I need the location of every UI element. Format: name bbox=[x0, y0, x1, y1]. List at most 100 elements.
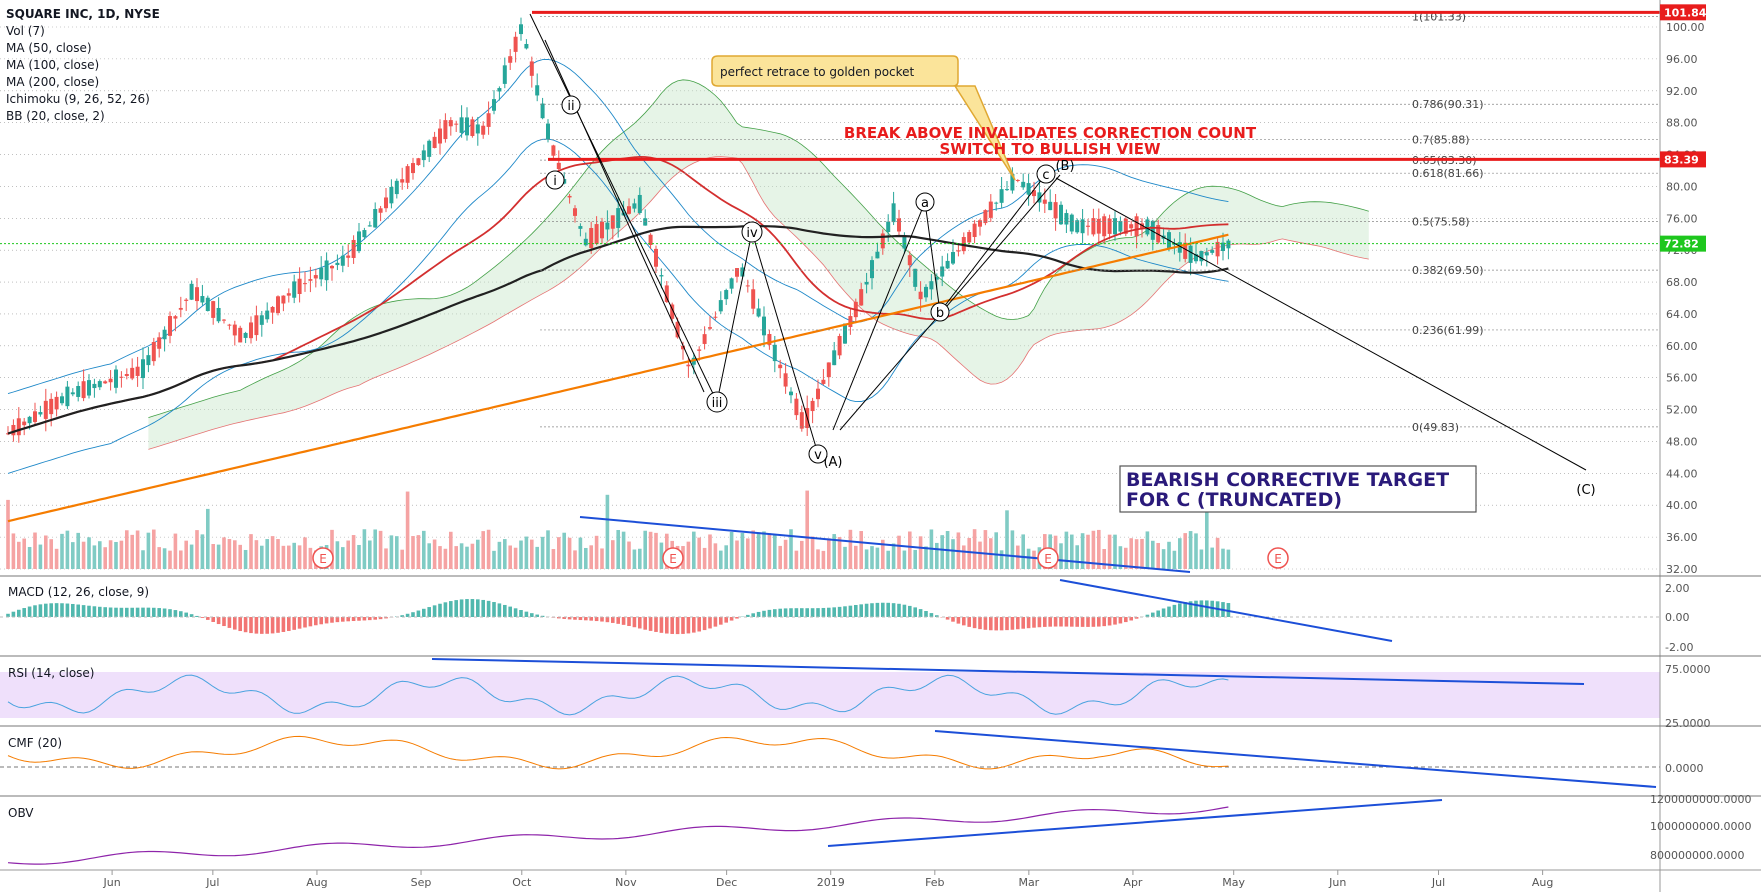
macd-histogram-bar bbox=[319, 617, 323, 625]
macd-histogram-bar bbox=[1075, 617, 1079, 627]
volume-bar bbox=[1118, 546, 1123, 569]
volume-bar bbox=[773, 534, 777, 569]
candle-body bbox=[675, 321, 680, 338]
cmf-tick: 0.0000 bbox=[1665, 762, 1704, 775]
candle-body bbox=[508, 56, 513, 63]
target-box[interactable]: BEARISH CORRECTIVE TARGET FOR C (TRUNCAT… bbox=[1119, 465, 1477, 513]
volume-bar bbox=[459, 543, 464, 569]
macd-histogram-bar bbox=[71, 603, 75, 617]
volume-bar bbox=[211, 544, 215, 569]
macd-histogram-bar bbox=[233, 617, 237, 630]
callout-bubble[interactable]: perfect retrace to golden pocket bbox=[711, 55, 1016, 181]
macd-tick: 2.00 bbox=[1665, 582, 1690, 595]
macd-histogram-bar bbox=[816, 608, 820, 617]
rsi-title: RSI (14, close) bbox=[8, 666, 94, 680]
candle-body bbox=[232, 324, 237, 336]
macd-histogram-bar bbox=[567, 617, 572, 620]
candle-body bbox=[918, 291, 923, 300]
candle-body bbox=[432, 136, 437, 148]
volume-bar bbox=[44, 535, 48, 569]
volume-bar bbox=[1026, 548, 1031, 569]
candle-body bbox=[994, 202, 999, 204]
macd-histogram-bar bbox=[411, 612, 415, 617]
macd-histogram-bar bbox=[908, 605, 912, 617]
volume-bar bbox=[924, 546, 928, 569]
volume-bar bbox=[951, 539, 955, 569]
macd-histogram-bar bbox=[1178, 603, 1182, 617]
macd-histogram-bar bbox=[589, 617, 593, 621]
candle-body bbox=[497, 88, 502, 92]
candle-body bbox=[778, 364, 783, 369]
volume-bar bbox=[719, 550, 723, 569]
macd-histogram-bar bbox=[1107, 617, 1112, 626]
macd-histogram-bar bbox=[249, 617, 253, 634]
macd-histogram-bar bbox=[222, 617, 226, 627]
volume-bar bbox=[530, 539, 534, 569]
volume-bar bbox=[389, 535, 394, 569]
candle-body bbox=[6, 433, 10, 435]
candle-body bbox=[400, 179, 405, 183]
wave-B-path bbox=[832, 173, 1047, 431]
candle-body bbox=[897, 218, 901, 232]
macd-histogram-bar bbox=[913, 607, 917, 617]
obv-trendline bbox=[827, 799, 1443, 847]
macd-histogram-bar bbox=[1161, 608, 1166, 617]
time-tick-label: Apr bbox=[1123, 876, 1143, 889]
earnings-marker[interactable]: E bbox=[662, 547, 684, 569]
macd-histogram-bar bbox=[1043, 617, 1047, 627]
candle-body bbox=[1010, 174, 1015, 191]
candle-body bbox=[697, 349, 702, 351]
volume-bar bbox=[519, 540, 523, 569]
candle-body bbox=[956, 250, 961, 252]
candle-body bbox=[1075, 220, 1080, 233]
macd-histogram-bar bbox=[227, 617, 232, 628]
macd-histogram-bar bbox=[681, 617, 685, 634]
candle-body bbox=[540, 103, 545, 119]
candle-body bbox=[1048, 201, 1053, 211]
earnings-marker[interactable]: E bbox=[312, 547, 334, 569]
wave-label-ii: ii bbox=[561, 95, 581, 115]
volume-bar bbox=[1097, 529, 1101, 569]
candle-body bbox=[1199, 251, 1204, 262]
volume-bar bbox=[152, 529, 156, 569]
macd-histogram-bar bbox=[972, 617, 977, 629]
volume-bar bbox=[1210, 547, 1214, 569]
volume-bar bbox=[114, 541, 118, 569]
macd-title: MACD (12, 26, close, 9) bbox=[8, 585, 149, 599]
candle-body bbox=[600, 221, 604, 239]
volume-bar bbox=[1124, 547, 1128, 569]
macd-histogram-bar bbox=[854, 604, 858, 617]
macd-histogram-bar bbox=[362, 617, 367, 621]
time-tick-label: Oct bbox=[512, 876, 532, 889]
wave-label-A: (A) bbox=[823, 455, 842, 470]
macd-histogram-bar bbox=[287, 617, 291, 631]
time-tick-label: May bbox=[1222, 876, 1245, 889]
volume-bar bbox=[276, 539, 280, 569]
candle-body bbox=[60, 396, 64, 404]
earnings-marker[interactable]: E bbox=[1037, 547, 1059, 569]
candle-body bbox=[983, 210, 988, 224]
macd-histogram-bar bbox=[805, 608, 809, 617]
earnings-marker[interactable]: E bbox=[1267, 547, 1289, 569]
volume-bar bbox=[65, 530, 70, 569]
macd-histogram-bar bbox=[621, 617, 626, 625]
senkou-a bbox=[148, 79, 1369, 418]
candle-body bbox=[870, 260, 874, 279]
candle-body bbox=[43, 400, 48, 419]
volume-bar bbox=[1080, 533, 1085, 569]
volume-bar bbox=[1145, 531, 1150, 569]
target-text-2: FOR C (TRUNCATED) bbox=[1126, 489, 1342, 511]
volume-bar bbox=[449, 531, 453, 569]
macd-histogram-bar bbox=[859, 604, 863, 617]
macd-histogram-bar bbox=[616, 617, 620, 624]
volume-bar bbox=[778, 545, 782, 569]
volume-bar bbox=[281, 545, 286, 569]
candle-body bbox=[394, 180, 399, 195]
wave-label-c: c bbox=[1036, 164, 1056, 184]
candle-body bbox=[184, 299, 189, 301]
macd-histogram-bar bbox=[827, 607, 831, 617]
volume-bar bbox=[227, 539, 232, 569]
legend-bb: BB (20, close, 2) bbox=[6, 109, 105, 123]
macd-histogram-bar bbox=[314, 617, 318, 626]
